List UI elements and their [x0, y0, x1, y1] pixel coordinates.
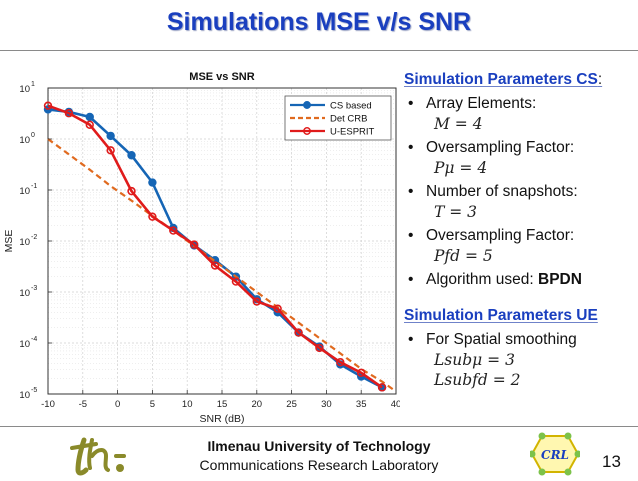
cs-heading-colon: :	[597, 71, 603, 88]
param-array-elements-value: M = 4	[434, 115, 483, 133]
series-2-point	[85, 120, 94, 129]
series-2-point	[357, 368, 366, 378]
crl-logo: CRL	[528, 432, 582, 481]
cs-heading-text: Simulation Parameters CS	[404, 71, 598, 88]
series-2-point	[273, 304, 282, 313]
chart-y-axis-label: MSE	[3, 230, 15, 253]
slide-title: Simulations MSE v/s SNR	[166, 8, 472, 36]
algorithm-value: BPDN	[538, 271, 582, 288]
cs-parameters-heading: Simulation Parameters CS:	[404, 70, 636, 90]
series-0-point	[127, 151, 136, 160]
param-snapshots: Number of snapshots:	[404, 182, 636, 202]
x-axis-tick-label: 40	[391, 399, 400, 410]
param-array-elements: Array Elements:	[404, 94, 636, 114]
series-2-point	[127, 186, 136, 196]
x-axis-tick-label: 0	[115, 399, 120, 410]
page-number: 13	[602, 452, 621, 471]
parameters-panel: Simulation Parameters CS: Array Elements…	[404, 70, 636, 390]
param-oversampling-fd: Oversampling Factor:	[404, 226, 636, 246]
series-line-1	[47, 138, 397, 393]
series-2-point	[64, 109, 74, 118]
chart-x-axis-label: SNR (dB)	[200, 413, 245, 425]
y-axis-tick-exponent: -3	[31, 285, 37, 292]
footer-lab: Communications Research Laboratory	[199, 457, 439, 473]
y-axis-tick-exponent: -4	[31, 336, 37, 343]
series-0-point	[106, 131, 115, 141]
series-2-point	[336, 358, 345, 367]
x-axis-tick-label: 35	[356, 399, 367, 410]
chart-legend: CS based Det CRB U-ESPRIT	[284, 95, 392, 141]
y-axis-tick-label: 10	[19, 237, 30, 248]
chart-series-layer	[43, 101, 397, 393]
param-oversampling-fd-value: Pfd = 5	[434, 247, 493, 265]
series-2-point	[231, 277, 241, 286]
x-axis-tick-label: -10	[41, 399, 55, 410]
y-axis-tick-exponent: 0	[31, 132, 35, 139]
x-axis-tick-label: 5	[150, 399, 155, 410]
series-0-point	[85, 112, 94, 122]
series-2-point	[315, 343, 324, 353]
tu-ilmenau-logo	[70, 434, 132, 481]
x-axis-tick-label: 30	[321, 399, 332, 410]
x-axis-tick-label: 15	[217, 399, 228, 410]
y-axis-tick-label: 10	[19, 390, 30, 401]
legend-marker-2	[303, 127, 311, 135]
y-axis-tick-label: 10	[19, 135, 30, 146]
param-snapshots-value: T = 3	[434, 203, 478, 221]
legend-label-1: Det CRB	[330, 114, 367, 125]
mse-snr-chart: -10 -5 0 5 10 15 20 25 30 35 40 10 1 10 0 10 -1 10 -2 10 -3 1…	[0, 66, 401, 430]
series-2-point	[106, 146, 115, 155]
param-oversampling-mu-value: Pμ = 4	[434, 159, 488, 177]
series-2-point	[252, 297, 261, 306]
series-2-point	[169, 226, 178, 235]
algorithm-label: Algorithm used:	[426, 271, 534, 288]
y-axis-tick-exponent: 1	[31, 81, 35, 88]
param-lsub-fd-value: Lsubfd = 2	[434, 371, 521, 389]
series-line-0	[47, 108, 383, 389]
series-0-point	[148, 178, 157, 187]
series-2-point	[210, 261, 220, 270]
legend-label-0: CS based	[330, 101, 372, 112]
y-axis-tick-label: 10	[19, 186, 30, 197]
y-axis-tick-label: 10	[19, 339, 30, 350]
y-axis-tick-exponent: -1	[31, 183, 37, 190]
param-algorithm: Algorithm used: BPDN	[404, 270, 636, 290]
y-axis-tick-label: 10	[19, 84, 30, 95]
footer-university: Ilmenau University of Technology	[207, 438, 431, 454]
param-spatial-smoothing: For Spatial smoothing	[404, 330, 636, 350]
y-axis-tick-exponent: -2	[31, 234, 37, 241]
crl-logo-text: CRL	[541, 448, 569, 462]
x-axis-tick-label: 10	[182, 399, 193, 410]
title-divider	[0, 50, 638, 51]
series-2-point	[377, 383, 387, 392]
series-2-point	[294, 328, 303, 337]
param-oversampling-mu: Oversampling Factor:	[404, 138, 636, 158]
footer-divider	[0, 426, 638, 427]
series-line-2	[47, 104, 383, 389]
x-axis-tick-label: 25	[286, 399, 297, 410]
y-axis-tick-exponent: -5	[31, 387, 37, 394]
x-axis-tick-label: 20	[252, 399, 263, 410]
x-axis-tick-label: -5	[79, 399, 87, 410]
series-2-point	[43, 101, 53, 110]
legend-marker-0	[303, 101, 311, 109]
series-2-point	[189, 240, 199, 249]
param-lsub-mu-value: Lsubμ = 3	[434, 351, 515, 369]
series-2-point	[148, 212, 157, 221]
ue-parameters-heading: Simulation Parameters UE	[404, 307, 598, 324]
chart-title: MSE vs SNR	[189, 71, 254, 83]
legend-label-2: U-ESPRIT	[330, 127, 375, 138]
y-axis-tick-label: 10	[19, 288, 30, 299]
